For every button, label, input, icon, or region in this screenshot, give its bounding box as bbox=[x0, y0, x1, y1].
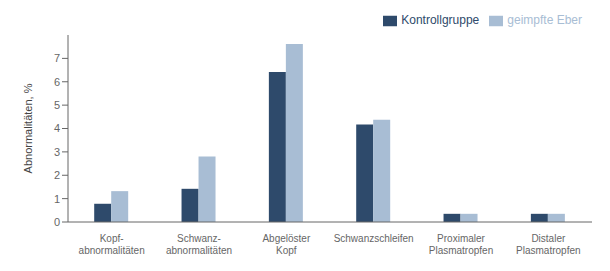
svg-text:Schwanz-abnormalitäten: Schwanz-abnormalitäten bbox=[166, 233, 232, 256]
svg-text:ProximalerPlasmatropfen: ProximalerPlasmatropfen bbox=[429, 233, 493, 256]
svg-text:Kopf-abnormalitäten: Kopf-abnormalitäten bbox=[79, 233, 145, 256]
svg-text:0: 0 bbox=[54, 216, 60, 228]
svg-text:DistalerPlasmatropfen: DistalerPlasmatropfen bbox=[516, 233, 580, 256]
svg-text:3: 3 bbox=[54, 146, 60, 158]
html-text:Kontrollgruppe: Kontrollgruppe bbox=[401, 13, 480, 27]
svg-text:5: 5 bbox=[54, 99, 60, 111]
svg-text:6: 6 bbox=[54, 76, 60, 88]
svg-text:2: 2 bbox=[54, 169, 60, 181]
html-text:geimpfte Eber: geimpfte Eber bbox=[507, 13, 582, 27]
svg-text:Schwanzschleifen: Schwanzschleifen bbox=[334, 233, 414, 244]
svg-text:Abnormalitäten, %: Abnormalitäten, % bbox=[22, 83, 34, 173]
svg-text:4: 4 bbox=[54, 122, 60, 134]
svg-text:7: 7 bbox=[54, 52, 60, 64]
svg-text:1: 1 bbox=[54, 193, 60, 205]
svg-text:AbgelösterKopf: AbgelösterKopf bbox=[262, 233, 310, 256]
